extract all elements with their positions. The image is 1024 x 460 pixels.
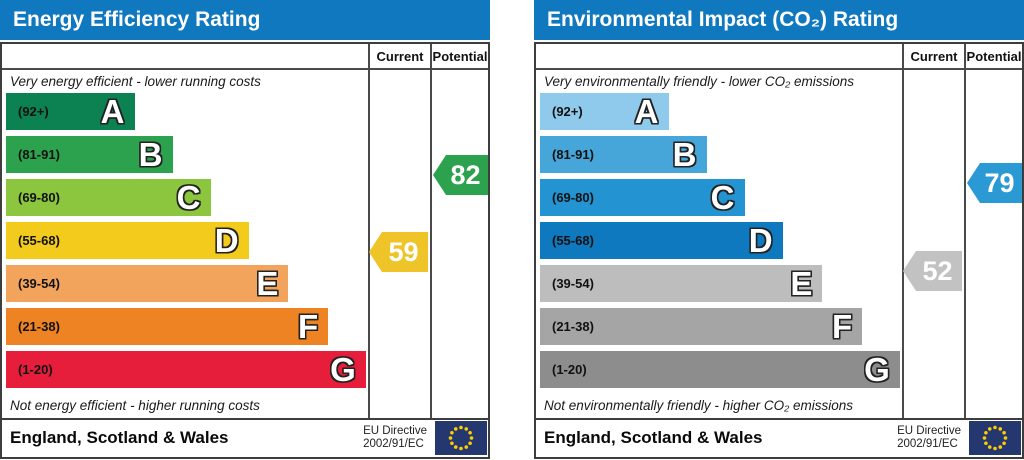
chart-title: Energy Efficiency Rating bbox=[0, 0, 490, 40]
band-bar-a: (92+) A bbox=[6, 93, 135, 130]
bottom-note: Not energy efficient - higher running co… bbox=[10, 398, 260, 413]
band-letter: B bbox=[672, 136, 697, 173]
eu-directive-label: EU Directive 2002/91/EC bbox=[897, 425, 961, 451]
current-rating-value: 52 bbox=[922, 256, 953, 286]
bottom-note: Not environmentally friendly - higher CO… bbox=[544, 398, 854, 413]
current-rating-value: 59 bbox=[388, 237, 419, 267]
column-header-row: Current Potential bbox=[536, 44, 1022, 70]
band-range-label: (92+) bbox=[552, 104, 583, 119]
column-divider bbox=[430, 44, 432, 418]
band-letter: D bbox=[748, 222, 773, 259]
band-bar-c: (69-80) C bbox=[6, 179, 211, 216]
band-range-label: (55-68) bbox=[18, 233, 60, 248]
potential-rating-pointer: 82 bbox=[433, 155, 488, 195]
potential-rating-value: 82 bbox=[450, 160, 481, 190]
current-column-header: Current bbox=[376, 49, 424, 64]
band-range-label: (55-68) bbox=[552, 233, 594, 248]
chart-footer: England, Scotland & Wales EU Directive 2… bbox=[2, 418, 488, 455]
column-divider bbox=[964, 44, 966, 418]
top-note: Very environmentally friendly - lower CO… bbox=[544, 74, 854, 89]
band-letter: F bbox=[832, 308, 853, 345]
band-letter: C bbox=[710, 179, 735, 216]
band-bar-c: (69-80) C bbox=[540, 179, 745, 216]
eu-directive-line1: EU Directive bbox=[897, 424, 961, 437]
column-divider bbox=[902, 44, 904, 418]
eu-directive-line1: EU Directive bbox=[363, 424, 427, 437]
band-bar-g: (1-20) G bbox=[540, 351, 900, 388]
energy-efficiency-rating-chart: Energy Efficiency Rating Current Potenti… bbox=[0, 0, 490, 460]
chart-title: Environmental Impact (CO₂) Rating bbox=[534, 0, 1024, 40]
environmental-impact-co2-rating-chart: Environmental Impact (CO₂) Rating Curren… bbox=[534, 0, 1024, 460]
band-bar-e: (39-54) E bbox=[6, 265, 289, 302]
band-bar-f: (21-38) F bbox=[6, 308, 329, 345]
band-range-label: (39-54) bbox=[552, 276, 594, 291]
band-range-label: (1-20) bbox=[18, 362, 53, 377]
potential-rating-pointer: 79 bbox=[967, 163, 1022, 203]
bands: (92+) A (81-91) B (69-80) C (55-68) D (39-54) E (2… bbox=[2, 93, 368, 388]
band-bar-g: (1-20) G bbox=[6, 351, 366, 388]
band-letter: B bbox=[138, 136, 163, 173]
band-bar-b: (81-91) B bbox=[540, 136, 707, 173]
chart-frame: Current Potential Very environmentally f… bbox=[534, 42, 1024, 459]
eu-flag-icon bbox=[435, 420, 487, 455]
column-divider bbox=[368, 44, 370, 418]
potential-column-header: Potential bbox=[432, 49, 488, 64]
region-label: England, Scotland & Wales bbox=[10, 427, 229, 447]
band-range-label: (81-91) bbox=[552, 147, 594, 162]
rating-table: Current Potential Very environmentally f… bbox=[536, 44, 1022, 418]
band-letter: D bbox=[214, 222, 239, 259]
band-range-label: (1-20) bbox=[552, 362, 587, 377]
band-range-label: (92+) bbox=[18, 104, 49, 119]
band-letter: A bbox=[634, 93, 659, 130]
region-label: England, Scotland & Wales bbox=[544, 427, 763, 447]
chart-frame: Current Potential Very energy efficient … bbox=[0, 42, 490, 459]
current-column-header: Current bbox=[910, 49, 958, 64]
column-header-row: Current Potential bbox=[2, 44, 488, 70]
band-letter: A bbox=[100, 93, 125, 130]
potential-column-header: Potential bbox=[966, 49, 1022, 64]
band-bar-f: (21-38) F bbox=[540, 308, 863, 345]
bands: (92+) A (81-91) B (69-80) C (55-68) D (39-54) E (2… bbox=[536, 93, 902, 388]
band-bar-e: (39-54) E bbox=[540, 265, 823, 302]
band-letter: F bbox=[298, 308, 319, 345]
band-range-label: (21-38) bbox=[18, 319, 60, 334]
band-letter: G bbox=[330, 351, 356, 388]
band-range-label: (39-54) bbox=[18, 276, 60, 291]
band-letter: G bbox=[864, 351, 890, 388]
eu-directive-label: EU Directive 2002/91/EC bbox=[363, 425, 427, 451]
band-range-label: (81-91) bbox=[18, 147, 60, 162]
eu-flag-icon bbox=[969, 420, 1021, 455]
band-bar-a: (92+) A bbox=[540, 93, 669, 130]
eu-directive-line2: 2002/91/EC bbox=[363, 437, 424, 450]
chart-footer: England, Scotland & Wales EU Directive 2… bbox=[536, 418, 1022, 455]
top-note: Very energy efficient - lower running co… bbox=[10, 74, 261, 89]
band-range-label: (69-80) bbox=[552, 190, 594, 205]
band-range-label: (69-80) bbox=[18, 190, 60, 205]
band-letter: C bbox=[176, 179, 201, 216]
rating-table: Current Potential Very energy efficient … bbox=[2, 44, 488, 418]
band-letter: E bbox=[790, 265, 813, 302]
current-rating-pointer: 59 bbox=[369, 232, 428, 272]
band-bar-b: (81-91) B bbox=[6, 136, 173, 173]
band-range-label: (21-38) bbox=[552, 319, 594, 334]
potential-rating-value: 79 bbox=[984, 168, 1015, 198]
band-letter: E bbox=[256, 265, 279, 302]
current-rating-pointer: 52 bbox=[903, 251, 962, 291]
band-bar-d: (55-68) D bbox=[6, 222, 249, 259]
eu-directive-line2: 2002/91/EC bbox=[897, 437, 958, 450]
band-bar-d: (55-68) D bbox=[540, 222, 783, 259]
